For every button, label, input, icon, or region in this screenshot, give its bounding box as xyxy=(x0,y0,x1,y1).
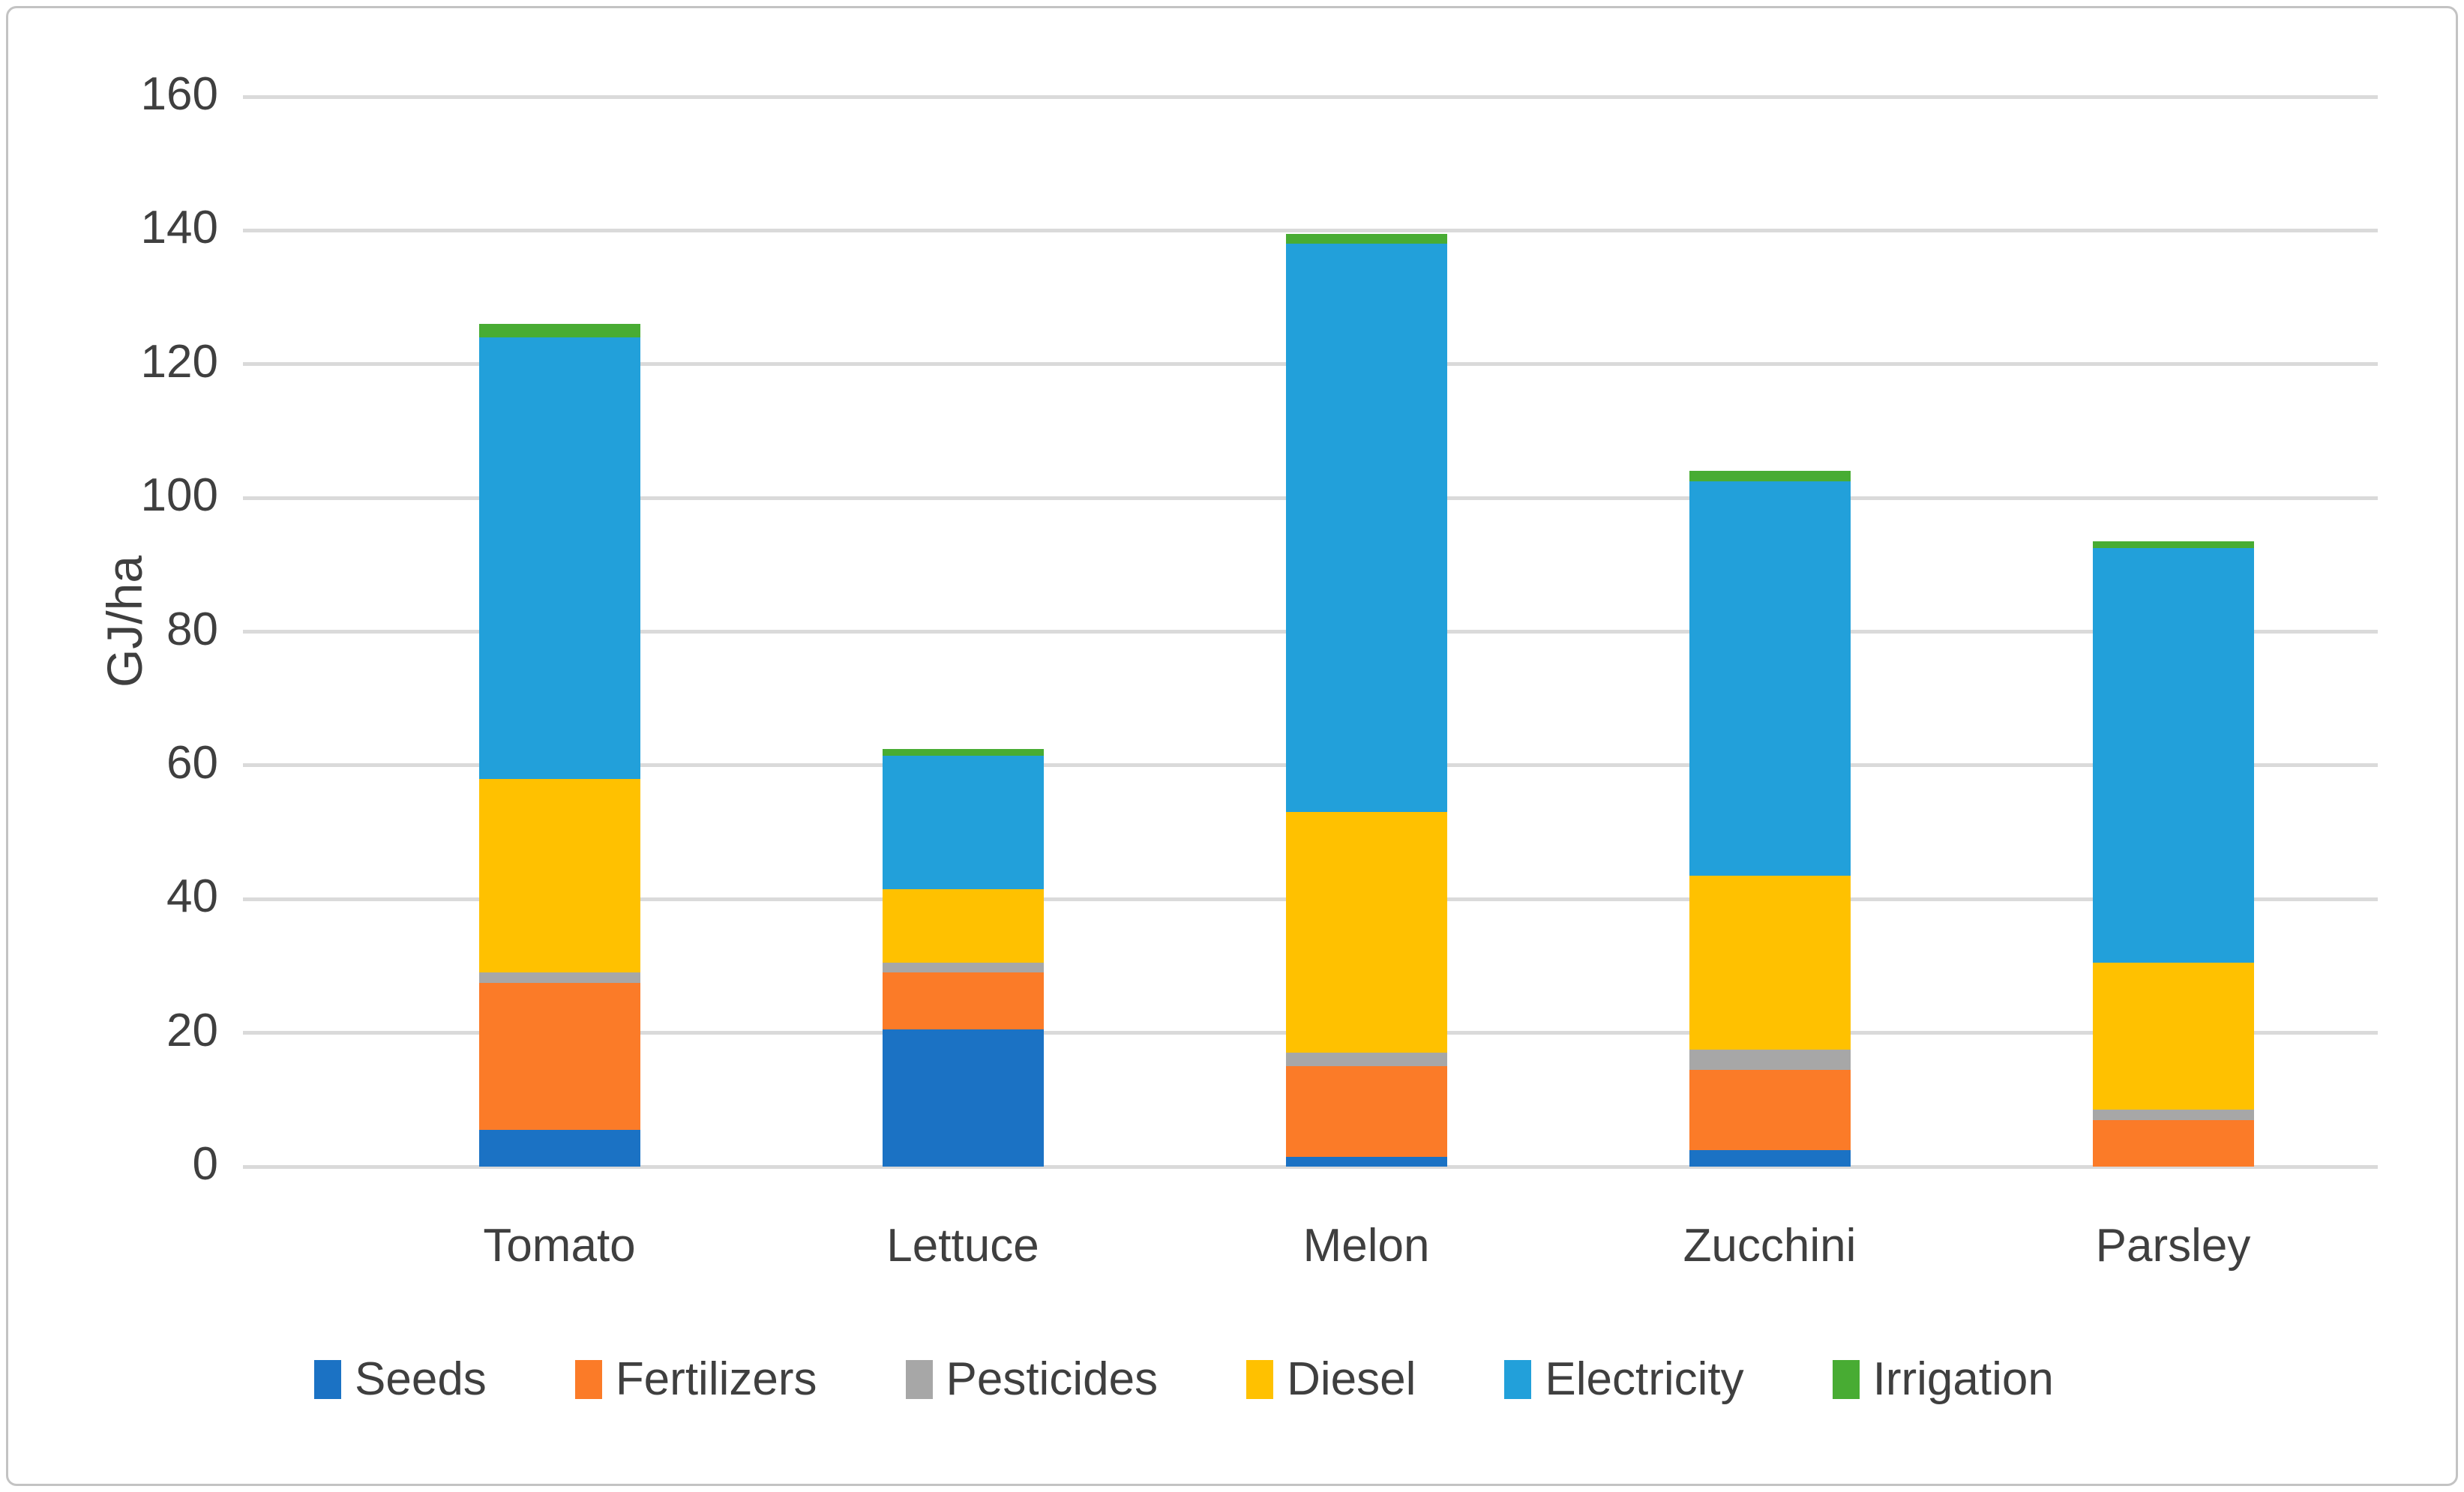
y-tick-label: 40 xyxy=(166,870,218,923)
legend-marker-irrigation xyxy=(1832,1360,1860,1399)
bar-segment-melon-electricity xyxy=(1285,244,1447,813)
bar-segment-tomato-fertilizers xyxy=(478,982,640,1130)
bar-segment-lettuce-fertilizers xyxy=(882,972,1044,1030)
legend-item-diesel: Diesel xyxy=(1246,1356,1416,1403)
x-category-label-zucchini: Zucchini xyxy=(1683,1220,1857,1272)
legend-marker-electricity xyxy=(1504,1360,1532,1399)
bar-segment-zucchini-pesticides xyxy=(1689,1049,1851,1070)
bar-segment-parsley-diesel xyxy=(2092,963,2254,1110)
gridline-y-0 xyxy=(243,1164,2378,1169)
y-axis-title: GJ/ha xyxy=(97,555,152,688)
bar-segment-lettuce-diesel xyxy=(882,888,1044,963)
chart-frame: 0 20 40 60 80 100 120 140 160 GJ/ha Tomato Lettuc… xyxy=(6,6,2458,1486)
bar-segment-parsley-pesticides xyxy=(2092,1110,2254,1120)
gridline-y-160 xyxy=(243,94,2378,99)
gridline-y-140 xyxy=(243,228,2378,232)
bar-segment-parsley-fertilizers xyxy=(2092,1119,2254,1167)
legend-marker-diesel xyxy=(1246,1360,1274,1399)
legend-marker-fertilizers xyxy=(574,1360,602,1399)
bar-segment-tomato-electricity xyxy=(478,337,640,779)
bar-segment-parsley-electricity xyxy=(2092,548,2254,963)
plot-area xyxy=(243,94,2378,1169)
legend-marker-seeds xyxy=(314,1360,341,1399)
bar-segment-parsley-irrigation xyxy=(2092,541,2254,549)
bar-segment-zucchini-seeds xyxy=(1689,1149,1851,1167)
bar-segment-lettuce-irrigation xyxy=(882,748,1044,756)
x-category-label-tomato: Tomato xyxy=(483,1220,636,1272)
legend-item-fertilizers: Fertilizers xyxy=(574,1353,817,1405)
legend-label: Pesticides xyxy=(946,1353,1159,1405)
bar-melon xyxy=(1285,233,1447,1167)
bar-segment-tomato-diesel xyxy=(478,778,640,973)
y-tick-label: 0 xyxy=(192,1138,218,1190)
bar-segment-zucchini-diesel xyxy=(1689,876,1851,1050)
bar-parsley xyxy=(2092,541,2254,1167)
legend-item-seeds: Seeds xyxy=(314,1356,487,1403)
bar-segment-lettuce-pesticides xyxy=(882,962,1044,973)
bar-segment-zucchini-electricity xyxy=(1689,481,1851,876)
legend-label: Fertilizers xyxy=(615,1353,817,1405)
legend-label: Seeds xyxy=(355,1353,487,1405)
y-axis-tick-labels: 0 20 40 60 80 100 120 140 160 xyxy=(8,8,218,1484)
bar-segment-zucchini-irrigation xyxy=(1689,471,1851,481)
y-tick-label: 100 xyxy=(140,469,218,522)
bar-segment-lettuce-seeds xyxy=(882,1029,1044,1167)
bar-segment-melon-fertilizers xyxy=(1285,1066,1447,1157)
y-tick-label: 80 xyxy=(166,603,218,655)
x-category-label-lettuce: Lettuce xyxy=(886,1220,1039,1272)
x-category-label-parsley: Parsley xyxy=(2095,1220,2251,1272)
bar-segment-melon-diesel xyxy=(1285,812,1447,1053)
legend-marker-pesticides xyxy=(905,1360,933,1399)
y-tick-label: 140 xyxy=(140,202,218,254)
bar-zucchini xyxy=(1689,471,1851,1167)
legend-item-irrigation: Irrigation xyxy=(1832,1353,2054,1405)
bar-segment-tomato-irrigation xyxy=(478,324,640,338)
chart-legend: Seeds Fertilizers Pesticides Diesel Electric… xyxy=(314,1356,2054,1403)
y-tick-label: 160 xyxy=(140,68,218,120)
legend-label: Electricity xyxy=(1545,1353,1744,1405)
bar-lettuce xyxy=(882,748,1044,1167)
y-tick-label: 20 xyxy=(166,1004,218,1056)
x-category-label-melon: Melon xyxy=(1302,1220,1430,1272)
bar-segment-tomato-pesticides xyxy=(478,972,640,983)
y-tick-label: 60 xyxy=(166,736,218,789)
bar-segment-melon-pesticides xyxy=(1285,1053,1447,1067)
legend-item-pesticides: Pesticides xyxy=(905,1353,1159,1405)
bar-segment-lettuce-electricity xyxy=(882,755,1044,889)
bar-segment-melon-seeds xyxy=(1285,1156,1447,1167)
bar-segment-tomato-seeds xyxy=(478,1129,640,1167)
legend-label: Irrigation xyxy=(1872,1353,2054,1405)
legend-label: Diesel xyxy=(1287,1353,1416,1405)
bar-segment-zucchini-fertilizers xyxy=(1689,1069,1851,1150)
bar-segment-melon-irrigation xyxy=(1285,233,1447,244)
bar-tomato xyxy=(478,324,640,1167)
legend-item-electricity: Electricity xyxy=(1504,1353,1744,1405)
y-tick-label: 120 xyxy=(140,335,218,388)
